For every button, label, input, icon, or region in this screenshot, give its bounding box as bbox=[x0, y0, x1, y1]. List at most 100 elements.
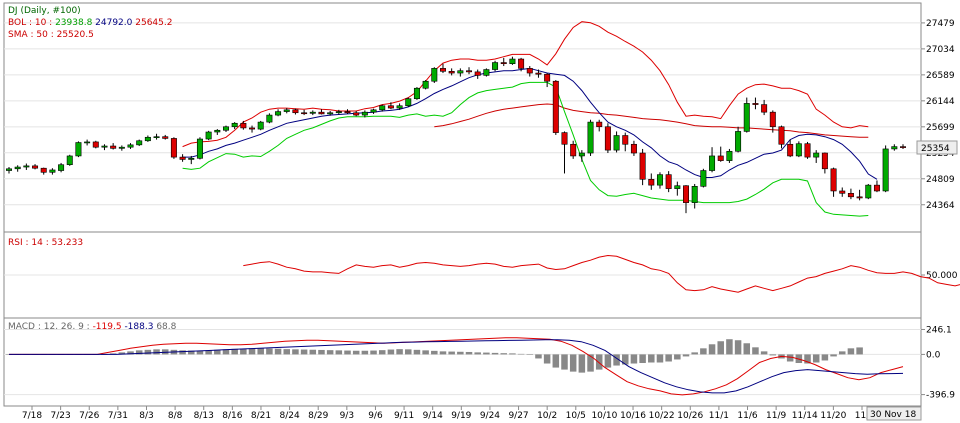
candle bbox=[387, 102, 394, 110]
candle bbox=[604, 123, 611, 154]
x-tick-label: 7/31 bbox=[108, 411, 128, 421]
candle-body bbox=[622, 135, 629, 145]
candle bbox=[752, 97, 759, 110]
macd-histogram-bar bbox=[569, 354, 577, 372]
macd-histogram-bar bbox=[188, 350, 195, 355]
candle bbox=[509, 56, 516, 65]
macd-histogram-bar bbox=[370, 350, 377, 355]
x-tick-label: 10/2 bbox=[537, 411, 557, 421]
candle bbox=[58, 162, 65, 173]
macd-histogram-bar bbox=[300, 349, 308, 355]
macd-histogram-bar bbox=[292, 349, 299, 355]
candle bbox=[405, 97, 412, 107]
price-tick-label: 26589 bbox=[926, 71, 955, 81]
rsi-legend: RSI : 14 : 53.233 bbox=[8, 238, 83, 248]
candle-body bbox=[691, 186, 698, 203]
candle bbox=[735, 126, 742, 153]
candle-body bbox=[804, 143, 811, 158]
x-tick-label: 11/ bbox=[855, 411, 870, 421]
candle bbox=[570, 140, 577, 159]
price-tick-label: 26144 bbox=[926, 97, 955, 107]
candle bbox=[561, 131, 568, 174]
candle-body bbox=[301, 112, 308, 115]
candle bbox=[188, 155, 195, 165]
macd-histogram-bar bbox=[587, 354, 594, 372]
x-tick-label: 8/21 bbox=[251, 411, 271, 421]
macd-histogram-bar bbox=[240, 348, 247, 355]
candle-body bbox=[457, 70, 464, 74]
macd-histogram-bar bbox=[639, 354, 646, 364]
candle bbox=[578, 150, 585, 162]
candle-body bbox=[439, 68, 446, 72]
last-date-marker: 30 Nov 18 bbox=[866, 406, 922, 421]
bollinger-lower-band bbox=[182, 81, 869, 217]
candle-body bbox=[214, 129, 221, 133]
x-tick-label: 8/29 bbox=[308, 411, 328, 421]
candle bbox=[518, 57, 525, 72]
macd-histogram-bar bbox=[274, 348, 282, 355]
candle-body bbox=[405, 98, 412, 107]
candle bbox=[84, 139, 91, 146]
price-tick-label: 27479 bbox=[926, 19, 955, 29]
x-axis: 7/18 7/23 7/26 7/31 8/3 8/8 8/13 8/16 8/21 8/24 8/… bbox=[4, 405, 921, 421]
candle bbox=[613, 131, 620, 153]
candle bbox=[891, 144, 898, 151]
candle bbox=[170, 137, 177, 159]
macd-legend: MACD : 12, 26, 9 : -119.5 -188.3 68.8 bbox=[8, 322, 177, 332]
sma-path bbox=[434, 103, 869, 138]
candle bbox=[839, 187, 846, 197]
candle-body bbox=[387, 105, 394, 109]
bollinger-legend: BOL : 10 : 23938.8 24792.0 25645.2 bbox=[8, 18, 172, 28]
candle-body bbox=[318, 111, 325, 115]
macd-histogram-bar bbox=[578, 354, 586, 373]
candle-body bbox=[466, 70, 473, 73]
candle-body bbox=[379, 105, 386, 111]
candle bbox=[630, 140, 637, 156]
candle-body bbox=[639, 152, 646, 180]
candle bbox=[136, 139, 143, 147]
x-tick-label: 11/14 bbox=[792, 411, 818, 421]
macd-histogram-bar bbox=[118, 352, 126, 355]
macd-histogram-bar bbox=[726, 339, 733, 355]
macd-histogram-bar bbox=[205, 350, 212, 355]
candle bbox=[726, 148, 733, 163]
candle bbox=[214, 129, 221, 135]
candle-body bbox=[821, 152, 828, 170]
x-tick-label: 10/5 bbox=[566, 411, 586, 421]
candle bbox=[127, 143, 134, 149]
x-tick-label: 8/13 bbox=[194, 411, 214, 421]
candle bbox=[544, 73, 551, 88]
candle bbox=[49, 168, 56, 175]
candle bbox=[552, 80, 559, 135]
macd-histogram-bar bbox=[838, 351, 846, 355]
macd-signal-line bbox=[9, 339, 904, 394]
candle bbox=[526, 66, 533, 77]
x-tick-label: 9/14 bbox=[423, 411, 443, 421]
candle-body bbox=[587, 121, 594, 154]
macd-histogram-bar bbox=[483, 352, 490, 355]
candle-body bbox=[761, 104, 768, 113]
candlesticks bbox=[6, 56, 906, 214]
price-panel: DJ (Daily, #100) BOL : 10 : 23938.8 24792… bbox=[3, 2, 958, 233]
candle bbox=[344, 109, 351, 114]
candle bbox=[535, 69, 542, 78]
candle-body bbox=[32, 165, 39, 169]
candle bbox=[6, 167, 12, 174]
x-tick-label: 8/8 bbox=[168, 411, 183, 421]
macd-histogram-bar bbox=[769, 354, 777, 356]
candle-body bbox=[144, 136, 151, 142]
candle-body bbox=[14, 166, 21, 170]
bollinger-legend-part-3: 25645.2 bbox=[132, 18, 172, 28]
candle-body bbox=[552, 80, 559, 133]
candle-body bbox=[66, 155, 73, 166]
candle bbox=[249, 125, 256, 133]
x-tick-label: 7/26 bbox=[79, 411, 99, 421]
macd-histogram-bar bbox=[656, 354, 664, 363]
candle-body bbox=[865, 184, 872, 199]
candle-body bbox=[830, 168, 837, 192]
candle bbox=[492, 60, 499, 72]
candle bbox=[674, 181, 681, 196]
macd-histogram-bar bbox=[387, 349, 395, 355]
candle bbox=[318, 109, 325, 115]
x-tick-label: 7/23 bbox=[51, 411, 71, 421]
